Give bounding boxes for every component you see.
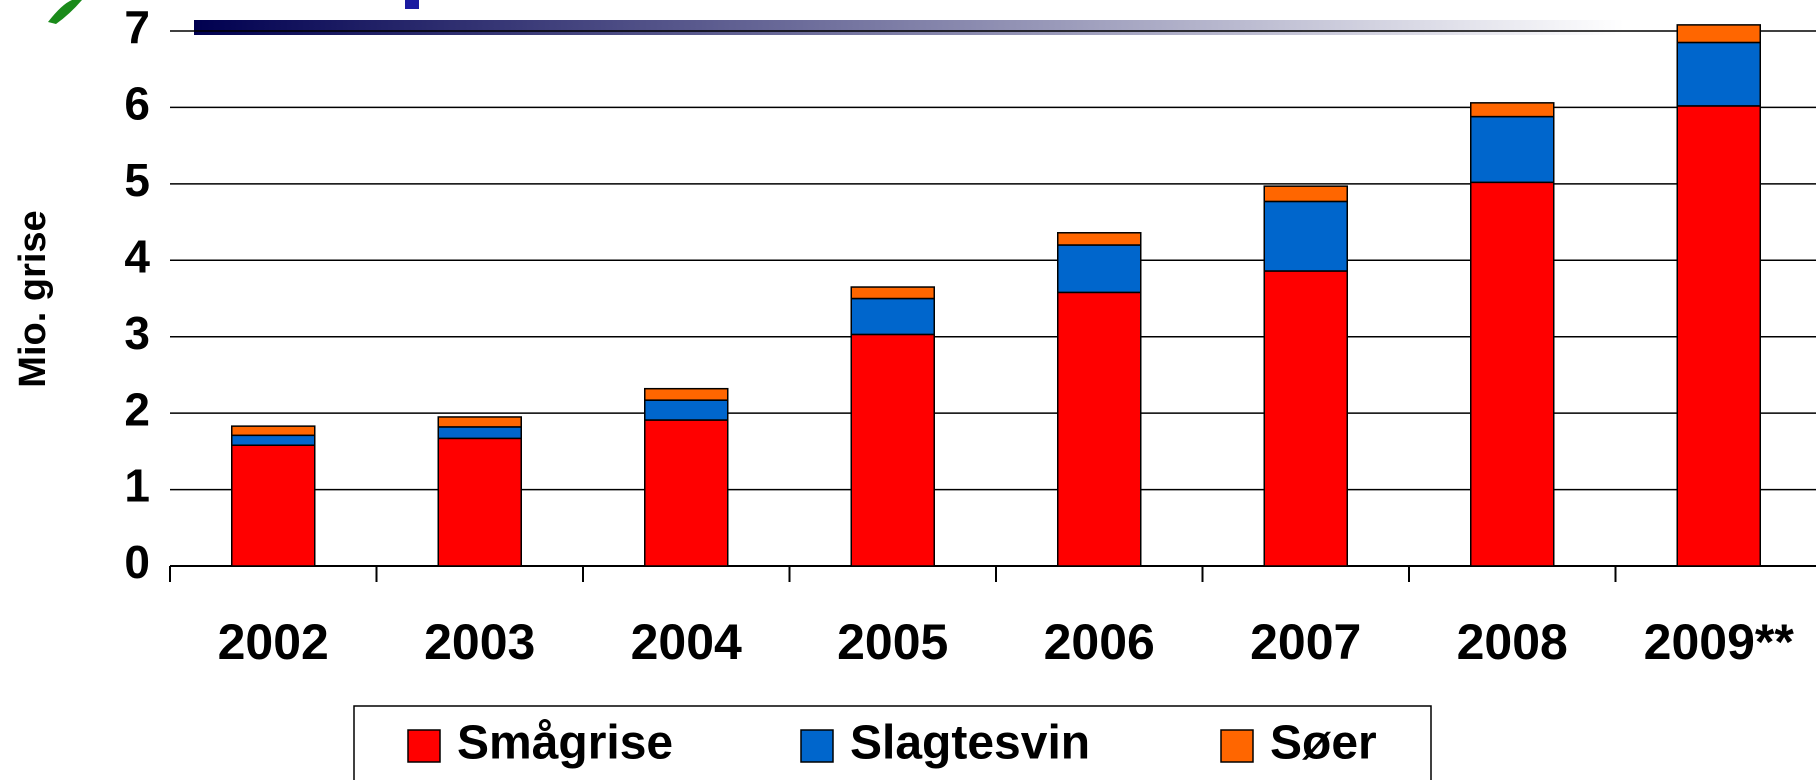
legend-swatch [1220, 729, 1254, 763]
y-tick-label: 6 [124, 78, 150, 130]
bar-segment [644, 419, 729, 567]
legend-swatch [407, 729, 441, 763]
x-tick-label: 2006 [1044, 614, 1155, 670]
logo-fragment [405, 0, 419, 9]
bar-segment [850, 286, 935, 300]
bar-segment [850, 333, 935, 567]
bar-segment [1470, 115, 1555, 184]
y-tick-label: 0 [124, 536, 150, 588]
bar-segment [231, 425, 316, 437]
bar-segment [1263, 200, 1348, 272]
bar-segment [644, 399, 729, 421]
x-tick-label: 2008 [1457, 614, 1568, 670]
bar-segment [437, 416, 522, 428]
bar-segment [1676, 41, 1761, 107]
legend-label: Søer [1270, 717, 1377, 770]
bar-segment [1263, 185, 1348, 203]
logo-leaf [48, 0, 82, 24]
bar-segment [644, 387, 729, 401]
header-bar [194, 20, 1624, 35]
bar-segment [231, 434, 316, 446]
legend-swatch [800, 729, 834, 763]
bar-segment [1676, 105, 1761, 567]
legend-label: Slagtesvin [850, 717, 1090, 770]
x-tick-label: 2002 [218, 614, 329, 670]
y-tick-label: 4 [124, 230, 150, 282]
bar-segment [1057, 232, 1142, 246]
x-tick-label: 2007 [1250, 614, 1361, 670]
y-tick-label: 2 [124, 383, 150, 435]
x-tick-label: 2005 [837, 614, 948, 670]
x-tick-label: 2003 [424, 614, 535, 670]
bar-segment [1676, 24, 1761, 44]
bar-segment [1057, 291, 1142, 567]
bar-segment [1263, 270, 1348, 567]
bar-segment [1470, 181, 1555, 567]
legend-box [353, 705, 1432, 780]
legend-label: Smågrise [457, 717, 673, 770]
y-tick-label: 3 [124, 307, 150, 359]
y-tick-label: 7 [124, 1, 150, 53]
bar-segment [850, 297, 935, 336]
bar-segment [1470, 102, 1555, 118]
bar-segment [437, 437, 522, 567]
x-tick-label: 2009** [1644, 614, 1795, 670]
x-tick-label: 2004 [631, 614, 742, 670]
y-tick-label: 5 [124, 154, 150, 206]
y-tick-label: 1 [124, 460, 150, 512]
bar-segment [437, 426, 522, 440]
y-axis-title: Mio. grise [12, 210, 54, 387]
bar-segment [1057, 244, 1142, 294]
bar-segment [231, 444, 316, 567]
